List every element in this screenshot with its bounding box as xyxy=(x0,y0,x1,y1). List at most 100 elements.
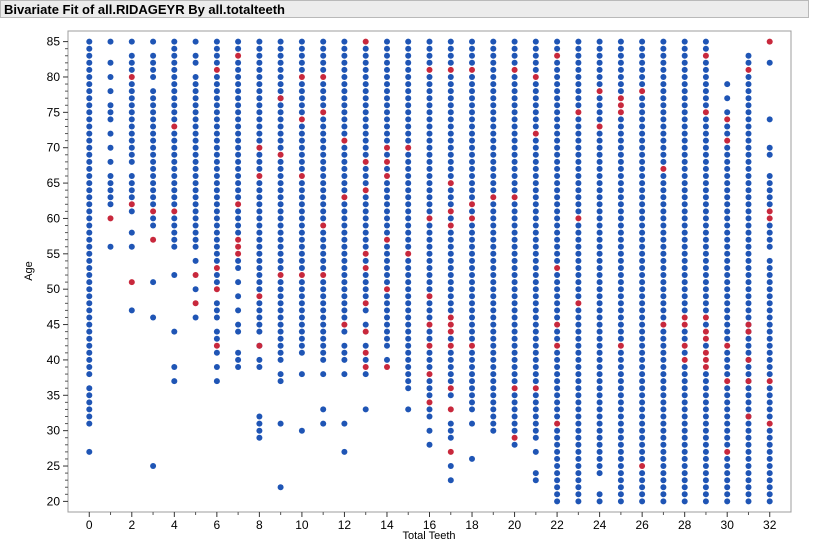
data-point[interactable] xyxy=(639,286,646,293)
data-point[interactable] xyxy=(511,201,518,208)
data-point[interactable] xyxy=(532,364,539,370)
data-point[interactable] xyxy=(447,364,454,370)
data-point[interactable] xyxy=(171,378,178,385)
data-point[interactable] xyxy=(469,38,475,45)
data-point[interactable] xyxy=(341,38,348,45)
data-point[interactable] xyxy=(277,236,284,243)
data-point[interactable] xyxy=(171,59,178,66)
data-point[interactable] xyxy=(511,364,518,370)
data-point[interactable] xyxy=(745,81,752,88)
data-point[interactable] xyxy=(617,413,624,420)
data-point[interactable] xyxy=(277,165,284,172)
data-point[interactable] xyxy=(362,201,369,208)
data-point[interactable] xyxy=(660,314,667,321)
data-point[interactable] xyxy=(341,208,348,215)
data-point[interactable] xyxy=(596,448,603,455)
data-point[interactable] xyxy=(426,356,433,363)
data-point[interactable] xyxy=(702,413,709,420)
data-point[interactable] xyxy=(469,109,475,116)
data-point[interactable] xyxy=(469,229,475,236)
data-point[interactable] xyxy=(511,236,518,243)
data-point[interactable] xyxy=(575,109,582,116)
data-point[interactable] xyxy=(447,356,454,363)
data-point[interactable] xyxy=(617,165,624,172)
data-point[interactable] xyxy=(660,257,667,264)
data-point[interactable] xyxy=(192,165,199,172)
data-point[interactable] xyxy=(341,215,348,222)
data-point[interactable] xyxy=(702,463,709,469)
data-point[interactable] xyxy=(575,151,582,158)
data-point[interactable] xyxy=(256,364,263,370)
data-point[interactable] xyxy=(86,194,93,201)
data-point[interactable] xyxy=(490,187,497,194)
data-point[interactable] xyxy=(702,137,709,144)
data-point[interactable] xyxy=(128,180,135,187)
data-point[interactable] xyxy=(426,300,433,307)
data-point[interactable] xyxy=(384,321,390,328)
data-point[interactable] xyxy=(490,229,497,236)
data-point[interactable] xyxy=(511,406,518,413)
data-point[interactable] xyxy=(681,95,688,102)
data-point[interactable] xyxy=(766,180,773,187)
data-point[interactable] xyxy=(532,194,539,201)
data-point[interactable] xyxy=(235,201,242,208)
data-point[interactable] xyxy=(660,434,667,441)
data-point[interactable] xyxy=(256,151,263,158)
data-point[interactable] xyxy=(766,314,773,321)
data-point[interactable] xyxy=(639,194,646,201)
data-point[interactable] xyxy=(341,95,348,102)
data-point[interactable] xyxy=(660,470,667,477)
data-point[interactable] xyxy=(681,130,688,137)
data-point[interactable] xyxy=(298,88,305,95)
data-point[interactable] xyxy=(128,74,135,80)
data-point[interactable] xyxy=(426,243,433,250)
data-point[interactable] xyxy=(341,371,348,378)
data-point[interactable] xyxy=(532,328,539,335)
data-point[interactable] xyxy=(320,74,327,80)
data-point[interactable] xyxy=(298,279,305,286)
data-point[interactable] xyxy=(341,180,348,187)
data-point[interactable] xyxy=(702,257,709,264)
data-point[interactable] xyxy=(256,123,263,130)
data-point[interactable] xyxy=(256,81,263,88)
data-point[interactable] xyxy=(298,137,305,144)
data-point[interactable] xyxy=(554,137,561,144)
data-point[interactable] xyxy=(660,229,667,236)
data-point[interactable] xyxy=(554,434,561,441)
data-point[interactable] xyxy=(150,151,157,158)
data-point[interactable] xyxy=(362,59,369,66)
data-point[interactable] xyxy=(490,265,497,271)
data-point[interactable] xyxy=(511,229,518,236)
data-point[interactable] xyxy=(575,335,582,342)
data-point[interactable] xyxy=(171,109,178,116)
data-point[interactable] xyxy=(511,144,518,151)
data-point[interactable] xyxy=(681,38,688,45)
data-point[interactable] xyxy=(128,279,135,286)
data-point[interactable] xyxy=(469,102,475,109)
data-point[interactable] xyxy=(469,314,475,321)
data-point[interactable] xyxy=(681,137,688,144)
data-point[interactable] xyxy=(766,448,773,455)
data-point[interactable] xyxy=(192,95,199,102)
data-point[interactable] xyxy=(469,88,475,95)
data-point[interactable] xyxy=(469,392,475,399)
data-point[interactable] xyxy=(426,38,433,45)
data-point[interactable] xyxy=(277,257,284,264)
data-point[interactable] xyxy=(213,130,220,137)
data-point[interactable] xyxy=(745,123,752,130)
data-point[interactable] xyxy=(341,151,348,158)
data-point[interactable] xyxy=(596,307,603,314)
data-point[interactable] xyxy=(277,59,284,66)
data-point[interactable] xyxy=(617,123,624,130)
data-point[interactable] xyxy=(405,385,412,392)
data-point[interactable] xyxy=(617,279,624,286)
data-point[interactable] xyxy=(256,215,263,222)
data-point[interactable] xyxy=(554,272,561,278)
data-point[interactable] xyxy=(596,328,603,335)
data-point[interactable] xyxy=(277,229,284,236)
data-point[interactable] xyxy=(469,45,475,52)
data-point[interactable] xyxy=(171,165,178,172)
data-point[interactable] xyxy=(766,194,773,201)
data-point[interactable] xyxy=(490,194,497,201)
data-point[interactable] xyxy=(447,265,454,271)
